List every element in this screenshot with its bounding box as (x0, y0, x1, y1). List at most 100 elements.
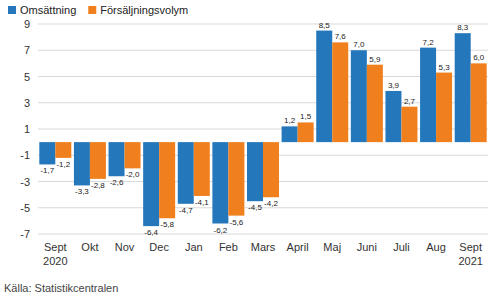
x-tick-line: Mars (251, 241, 276, 253)
x-tick-line: Feb (219, 241, 238, 253)
data-label: 3,9 (388, 81, 400, 90)
data-label: 8,3 (457, 23, 469, 32)
y-tick-label: -5 (20, 202, 30, 214)
bar (420, 48, 436, 143)
bar (74, 142, 90, 185)
data-label: -4,5 (248, 203, 262, 212)
data-label: -6,2 (213, 226, 227, 235)
bar (247, 142, 263, 201)
data-label: -4,7 (179, 206, 193, 215)
bar (90, 142, 106, 179)
data-label: -2,0 (126, 170, 140, 179)
y-tick-label: -1 (20, 149, 30, 161)
x-tick-label: Sept 2021 (458, 241, 482, 267)
x-tick-label: Maj (323, 241, 341, 253)
y-tick-label: -7 (20, 228, 30, 240)
data-label: 8,5 (319, 21, 331, 30)
bar (39, 142, 55, 164)
bar (351, 50, 367, 142)
x-tick-label: Mars (251, 241, 276, 253)
x-tick-label: Aug (426, 241, 446, 253)
bar (143, 142, 159, 226)
x-tick-label: Juni (357, 241, 377, 253)
legend-swatch (88, 6, 96, 14)
legend-swatch (8, 6, 16, 14)
grid-line (38, 234, 488, 235)
data-label: -5,6 (229, 218, 243, 227)
data-label: 7,6 (335, 32, 347, 41)
x-tick-line: Maj (323, 241, 341, 253)
bar (282, 126, 298, 142)
data-label: 5,3 (439, 63, 451, 72)
bar (55, 142, 71, 158)
bar (228, 142, 244, 216)
x-tick-line: Juli (393, 241, 410, 253)
y-tick-label: 1 (24, 123, 30, 135)
data-label: -5,8 (160, 220, 174, 229)
x-tick-line: Dec (149, 241, 169, 253)
data-label: 7,0 (353, 40, 365, 49)
bar (212, 142, 228, 223)
x-tick-label: Okt (81, 241, 98, 253)
bar (316, 31, 332, 143)
x-tick-label: Juli (393, 241, 410, 253)
x-tick-label: Dec (149, 241, 169, 253)
bar (298, 122, 314, 142)
chart: -7 -5 -3 -1 1 3 5 7 9 -1,7-1,2 -3,3-2,8 -2,6-2,0 -6,… (0, 0, 493, 304)
x-tick-line: Juni (357, 241, 377, 253)
bar (401, 107, 417, 142)
bar (455, 33, 471, 142)
legend-label: Omsättning (20, 4, 76, 16)
bars (39, 31, 486, 227)
data-label: -3,3 (75, 187, 89, 196)
data-label: 5,9 (369, 55, 381, 64)
x-tick-line: Sept (44, 241, 67, 253)
data-label: -2,8 (91, 181, 105, 190)
data-label: 1,5 (300, 112, 312, 121)
x-tick-label: Feb (219, 241, 238, 253)
grid-line (38, 24, 488, 25)
y-tick-label: 3 (24, 97, 30, 109)
x-tick-line: Aug (426, 241, 446, 253)
data-labels: -1,7-1,2 -3,3-2,8 -2,6-2,0 -6,4-5,8 -4,7-4,1… (40, 21, 484, 238)
bar (332, 42, 348, 142)
data-label: -4,1 (195, 198, 209, 207)
bar (178, 142, 194, 204)
source: Källa: Statistikcentralen (4, 282, 118, 294)
x-tick-line: Sept (459, 241, 482, 253)
data-label: 7,2 (423, 38, 435, 47)
bar (436, 73, 452, 143)
bar (159, 142, 175, 218)
x-tick-label: Sept 2020 (43, 241, 67, 267)
data-label: -2,6 (110, 178, 124, 187)
x-tick-line: 2020 (43, 255, 67, 267)
x-tick-label: Nov (115, 241, 135, 253)
data-label: 2,7 (404, 97, 416, 106)
bar (471, 63, 487, 142)
bar (263, 142, 279, 197)
bar (194, 142, 210, 196)
x-tick-line: Nov (115, 241, 135, 253)
data-label: -1,7 (40, 166, 54, 175)
y-tick-label: 5 (24, 71, 30, 83)
x-tick-label: April (287, 241, 309, 253)
x-tick-line: Okt (81, 241, 98, 253)
grid-line (38, 207, 488, 208)
y-tick-label: 9 (24, 18, 30, 30)
data-label: 6,0 (473, 53, 485, 62)
bar (109, 142, 125, 176)
x-tick-label: Jan (185, 241, 203, 253)
data-label: -6,4 (144, 228, 158, 237)
x-tick-line: April (287, 241, 309, 253)
legend-label: Försäljningsvolym (100, 4, 188, 16)
x-tick-line: 2021 (458, 255, 482, 267)
bar (367, 65, 383, 142)
data-label: -1,2 (56, 160, 70, 169)
bar (385, 91, 401, 142)
bar (125, 142, 141, 168)
y-tick-label: 7 (24, 44, 30, 56)
data-label: -4,2 (264, 199, 278, 208)
y-tick-label: -3 (20, 176, 30, 188)
x-tick-line: Jan (185, 241, 203, 253)
data-label: 1,2 (284, 116, 296, 125)
